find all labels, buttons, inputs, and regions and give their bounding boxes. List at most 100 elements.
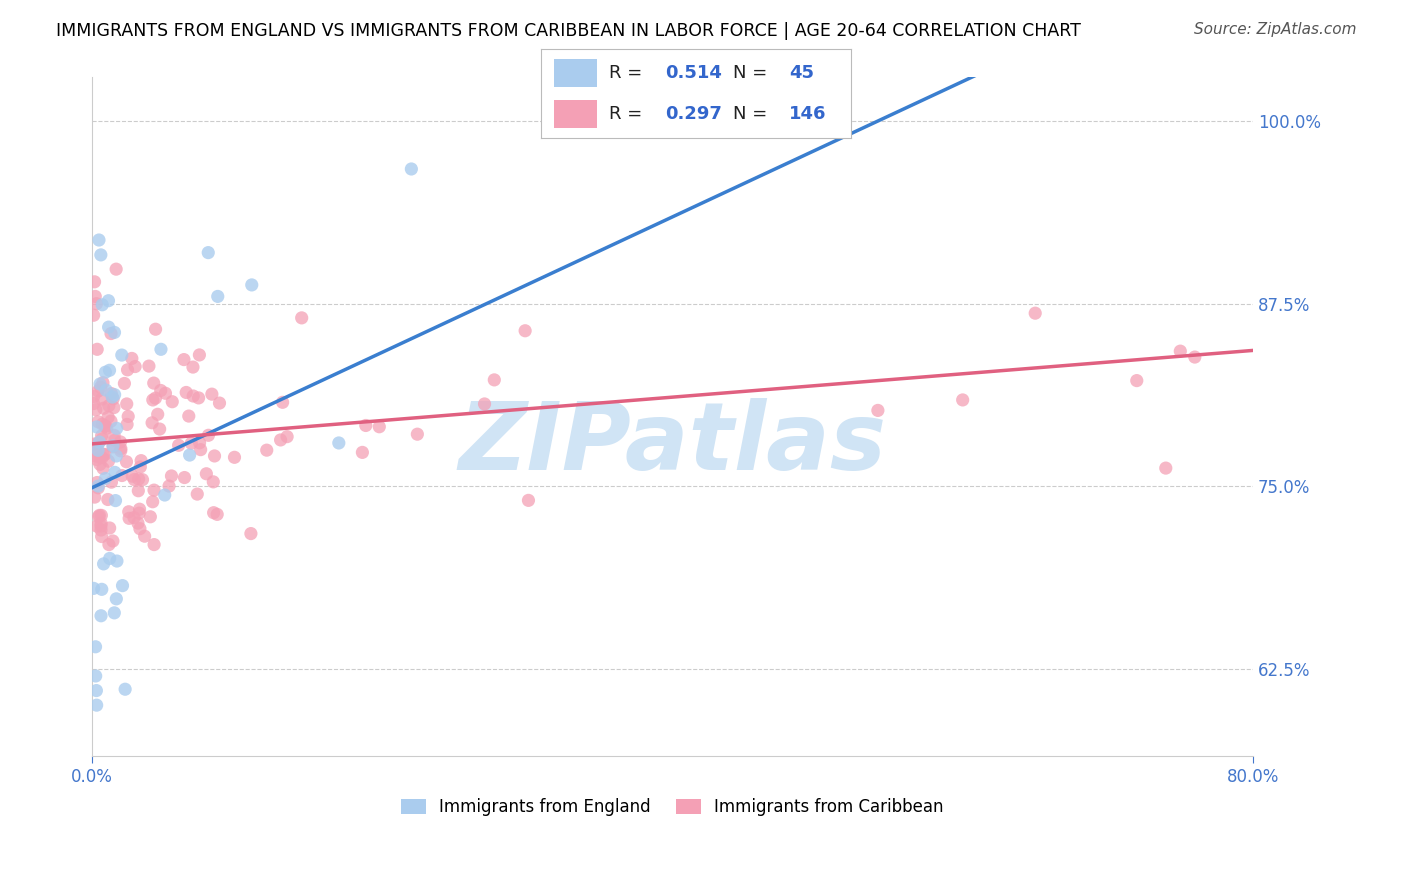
Point: [197, 428, 219, 442]
Point: [83, 437, 105, 451]
Point: [240, 277, 263, 292]
Point: [97, 538, 120, 552]
Point: [354, 418, 377, 433]
Point: [103, 440, 125, 454]
Point: [90, 429, 112, 443]
Point: [952, 392, 974, 407]
Point: [83, 308, 105, 322]
Point: [117, 409, 139, 424]
Point: [179, 448, 201, 462]
Point: [90, 508, 112, 523]
Point: [124, 473, 146, 487]
Point: [484, 373, 506, 387]
Point: [83, 490, 105, 504]
Point: [91, 417, 114, 432]
Point: [202, 475, 225, 489]
Point: [101, 392, 124, 406]
Point: [139, 509, 162, 524]
Point: [149, 422, 172, 436]
Point: [186, 487, 208, 501]
Point: [83, 396, 105, 410]
Point: [83, 449, 105, 463]
Point: [114, 682, 136, 697]
Point: [174, 385, 197, 400]
Text: Source: ZipAtlas.com: Source: ZipAtlas.com: [1194, 22, 1357, 37]
Point: [97, 410, 120, 425]
Point: [83, 275, 105, 289]
Legend: Immigrants from England, Immigrants from Caribbean: Immigrants from England, Immigrants from…: [395, 791, 950, 822]
Point: [208, 396, 231, 410]
Point: [190, 442, 212, 457]
Point: [97, 399, 120, 413]
Point: [94, 471, 117, 485]
Point: [1024, 306, 1046, 320]
Point: [86, 698, 108, 713]
Point: [84, 402, 107, 417]
Point: [276, 430, 298, 444]
Point: [105, 591, 128, 606]
Point: [406, 427, 429, 442]
Point: [187, 391, 209, 405]
Point: [122, 510, 145, 524]
Point: [90, 608, 112, 623]
Point: [104, 466, 127, 480]
Point: [1168, 344, 1191, 359]
Point: [142, 376, 165, 390]
Point: [224, 450, 246, 465]
Point: [89, 450, 111, 465]
Point: [94, 419, 117, 434]
Point: [100, 326, 122, 341]
Point: [138, 359, 160, 373]
Point: [271, 395, 294, 409]
Point: [127, 483, 149, 498]
Point: [100, 475, 122, 490]
Point: [86, 683, 108, 698]
Point: [94, 447, 117, 461]
Point: [91, 450, 114, 465]
Point: [87, 384, 110, 398]
Point: [91, 461, 114, 475]
Point: [177, 409, 200, 423]
Bar: [554, 59, 598, 87]
Point: [90, 519, 112, 533]
Point: [124, 359, 146, 374]
Point: [474, 397, 496, 411]
Point: [90, 248, 112, 262]
Point: [134, 529, 156, 543]
Point: [86, 420, 108, 434]
Point: [87, 233, 110, 247]
Point: [103, 606, 125, 620]
Point: [149, 384, 172, 398]
Point: [204, 449, 226, 463]
Text: 0.514: 0.514: [665, 64, 721, 82]
Point: [129, 522, 152, 536]
Point: [98, 521, 121, 535]
Point: [90, 582, 112, 597]
Point: [141, 416, 163, 430]
Point: [142, 494, 165, 508]
Point: [87, 481, 110, 495]
Point: [128, 506, 150, 520]
Point: [97, 454, 120, 468]
Point: [118, 505, 141, 519]
Point: [105, 554, 128, 568]
Point: [90, 392, 112, 406]
Point: [121, 469, 143, 483]
Point: [90, 530, 112, 544]
Point: [112, 376, 135, 391]
Point: [517, 493, 540, 508]
Point: [1184, 350, 1206, 364]
Point: [97, 320, 120, 334]
Point: [197, 245, 219, 260]
Point: [142, 392, 165, 407]
Point: [131, 473, 153, 487]
Text: 0.297: 0.297: [665, 105, 721, 123]
Point: [98, 363, 121, 377]
Point: [202, 506, 225, 520]
Point: [100, 414, 122, 428]
Point: [110, 434, 132, 449]
Point: [173, 352, 195, 367]
Point: [90, 380, 112, 394]
Point: [181, 360, 204, 375]
Point: [90, 516, 112, 531]
